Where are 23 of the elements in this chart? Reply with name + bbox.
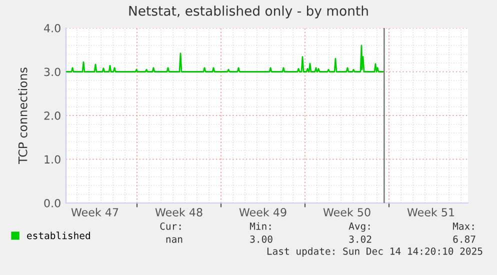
- text: Max:: [452, 222, 474, 230]
- y-tick-label: 1.0: [44, 155, 60, 164]
- y-axis-title: TCP connections: [18, 68, 28, 164]
- x-tick-label: Week 50: [323, 208, 370, 216]
- y-tick-label: 0.0: [44, 198, 60, 208]
- text: Min:: [250, 222, 271, 230]
- x-tick-label: Week 47: [71, 208, 118, 216]
- y-tick-label: 4.0: [44, 24, 60, 32]
- chart-title: Netstat, established only - by month: [129, 6, 368, 18]
- y-tick-label: 2.0: [44, 111, 60, 120]
- line-series: [66, 44, 384, 72]
- x-tick-label: Week 48: [155, 208, 202, 216]
- text: Last update: Sun Dec 14 14:20:10 2025: [267, 247, 482, 257]
- legend-label: established: [27, 232, 90, 240]
- text: 3.02: [349, 235, 372, 243]
- text: Avg:: [348, 222, 370, 232]
- y-tick-label: 3.0: [44, 68, 60, 76]
- text: nan: [166, 237, 182, 243]
- x-tick-label: Week 49: [239, 208, 286, 216]
- text: Cur:: [160, 222, 181, 230]
- text: 6.87: [453, 235, 476, 243]
- x-tick-label: Week 51: [407, 208, 454, 216]
- text: 3.00: [250, 235, 272, 243]
